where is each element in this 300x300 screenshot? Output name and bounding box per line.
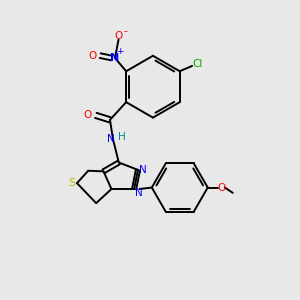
Text: O: O [114,31,123,41]
Text: N: N [110,53,120,63]
Text: -: - [123,26,127,36]
Text: H: H [118,132,126,142]
Text: O: O [217,182,225,193]
Text: O: O [89,51,97,61]
Text: O: O [84,110,92,120]
Text: +: + [116,47,124,56]
Text: N: N [140,165,147,175]
Text: S: S [68,178,75,188]
Text: N: N [107,134,115,144]
Text: Cl: Cl [192,59,203,70]
Text: N: N [135,188,142,197]
